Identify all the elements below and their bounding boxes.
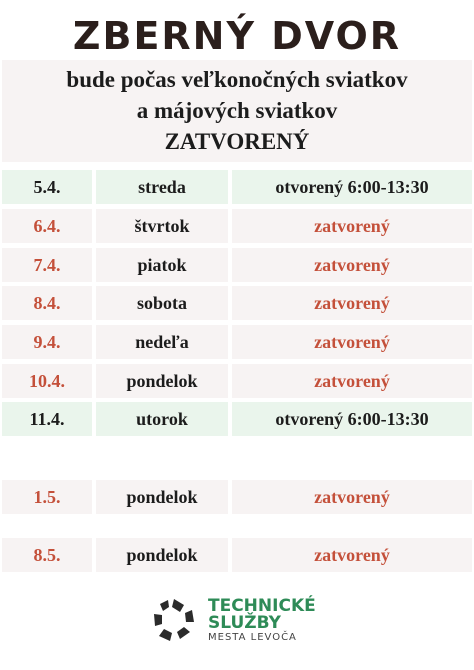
page-title: ZBERNÝ DVOR [72, 14, 402, 58]
status-cell: zatvorený [232, 364, 472, 398]
schedule-row: 8.5. pondelok zatvorený [2, 538, 472, 572]
status-cell: otvorený 6:00-13:30 [232, 170, 472, 204]
date-cell: 1.5. [2, 480, 92, 514]
notice-line-3: ZATVORENÝ [164, 129, 310, 154]
schedule-row: 7.4. piatok zatvorený [2, 248, 472, 282]
date-cell: 8.5. [2, 538, 92, 572]
logo-line-3: MESTA LEVOČA [208, 632, 297, 643]
notice-line-1: bude počas veľkonočných sviatkov [66, 67, 408, 92]
day-cell: sobota [96, 286, 228, 320]
day-cell: štvrtok [96, 209, 228, 243]
date-cell: 10.4. [2, 364, 92, 398]
notice-line-2: a májových sviatkov [136, 98, 338, 123]
notice-box: bude počas veľkonočných sviatkov a májov… [2, 60, 472, 162]
status-cell: otvorený 6:00-13:30 [232, 402, 472, 436]
status-cell: zatvorený [232, 325, 472, 359]
schedule-row: 1.5. pondelok zatvorený [2, 480, 472, 514]
day-cell: pondelok [96, 538, 228, 572]
date-cell: 5.4. [2, 170, 92, 204]
day-cell: pondelok [96, 480, 228, 514]
status-cell: zatvorený [232, 209, 472, 243]
date-cell: 9.4. [2, 325, 92, 359]
schedule-row: 6.4. štvrtok zatvorený [2, 209, 472, 243]
schedule-row: 8.4. sobota zatvorený [2, 286, 472, 320]
logo-line-2: SLUŽBY [208, 613, 281, 633]
date-cell: 7.4. [2, 248, 92, 282]
date-cell: 8.4. [2, 286, 92, 320]
schedule-row: 5.4. streda otvorený 6:00-13:30 [2, 170, 472, 204]
day-cell: utorok [96, 402, 228, 436]
schedule-row: 10.4. pondelok zatvorený [2, 364, 472, 398]
status-cell: zatvorený [232, 538, 472, 572]
date-cell: 6.4. [2, 209, 92, 243]
date-cell: 11.4. [2, 402, 92, 436]
logo-text: TECHNICKÉ SLUŽBY MESTA LEVOČA [208, 598, 316, 644]
day-cell: piatok [96, 248, 228, 282]
day-cell: pondelok [96, 364, 228, 398]
status-cell: zatvorený [232, 286, 472, 320]
status-cell: zatvorený [232, 248, 472, 282]
logo-mark-icon [154, 599, 194, 641]
logo-line-1: TECHNICKÉ [208, 596, 316, 616]
schedule-row: 11.4. utorok otvorený 6:00-13:30 [2, 402, 472, 436]
day-cell: nedeľa [96, 325, 228, 359]
day-cell: streda [96, 170, 228, 204]
schedule-row: 9.4. nedeľa zatvorený [2, 325, 472, 359]
status-cell: zatvorený [232, 480, 472, 514]
company-logo: TECHNICKÉ SLUŽBY MESTA LEVOČA [150, 596, 350, 644]
